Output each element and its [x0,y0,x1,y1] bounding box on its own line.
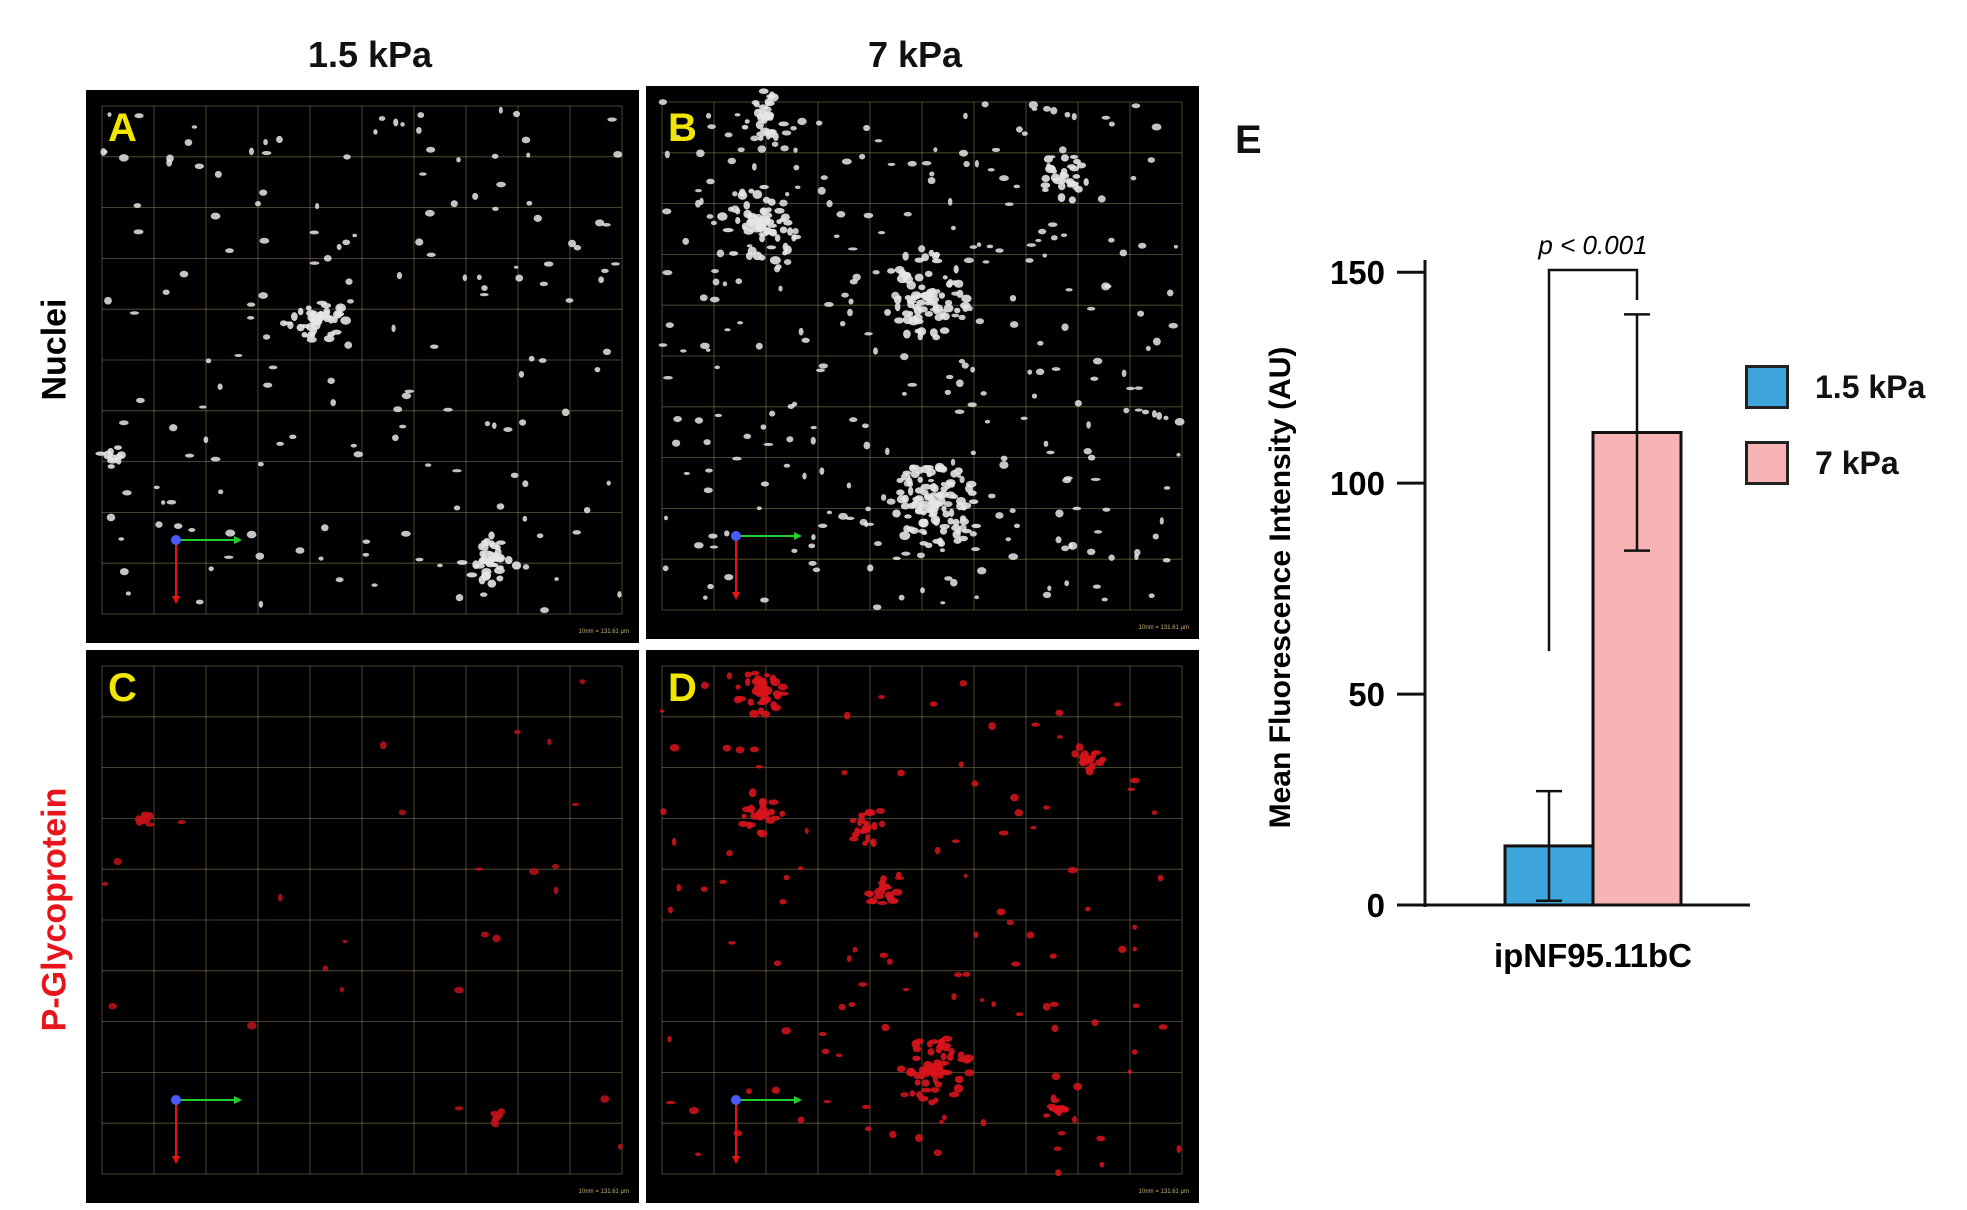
legend-swatch-1-5kpa [1745,365,1789,409]
panel-c-pgp-1-5kpa: C 10nm = 131.61 µm [86,650,639,1203]
legend-item-7kpa: 7 kPa [1745,441,1925,485]
grid-lines [101,105,623,615]
p-value-annotation: p < 0.001 [1537,230,1647,260]
cells [102,679,623,1150]
panel-b-nuclei-7kpa: B 10nm = 131.61 µm [646,86,1199,639]
axis-orientation-icon [171,535,242,604]
column-label-right: 7 kPa [867,34,963,75]
axis-orientation-icon [171,1095,242,1164]
panel-a-nuclei-1-5kpa: A 10nm = 131.61 µm [86,90,639,643]
y-tick-label-1: 50 [1348,676,1385,713]
bar-chart: 0 50 100 150 Mean Fluorescence Intensity (AU… [1264,230,1750,974]
microscopy-image-b [658,88,1185,611]
y-tick-label-3: 150 [1330,254,1385,291]
axis-orientation-icon [731,531,802,600]
panel-letter-e: E [1235,118,1262,162]
cells [95,106,623,614]
scale-bar-text-a: 10nm = 131.61 µm [578,629,629,635]
grid-lines [101,665,623,1175]
cells [659,670,1182,1177]
legend-swatch-7kpa [1745,441,1789,485]
scale-bar-text-c: 10nm = 131.61 µm [578,1189,629,1195]
cells [658,88,1185,611]
microscopy-image-c [101,665,623,1175]
y-axis-label: Mean Fluorescence Intensity (AU) [1264,347,1297,829]
legend-item-1-5kpa: 1.5 kPa [1745,365,1925,409]
scale-bar-text-b: 10nm = 131.61 µm [1138,625,1189,631]
axis-orientation-icon [731,1095,802,1164]
row-label-nuclei: Nuclei [35,298,74,401]
panel-letter-c: C [108,666,137,710]
y-tick-label-2: 100 [1330,465,1385,502]
microscopy-image-a [95,105,623,615]
legend-label-1-5kpa: 1.5 kPa [1815,368,1926,405]
panel-letter-a: A [108,106,137,150]
grid-lines [661,101,1183,611]
chart-legend: 1.5 kPa 7 kPa [1745,365,1925,517]
legend-label-7kpa: 7 kPa [1815,444,1899,481]
y-tick-label-0: 0 [1367,887,1385,924]
column-label-left: 1.5 kPa [307,34,433,75]
panel-d-pgp-7kpa: D 10nm = 131.61 µm [646,650,1199,1203]
panel-letter-d: D [668,666,697,710]
scale-bar-text-d: 10nm = 131.61 µm [1138,1189,1189,1195]
significance-bracket [1547,268,1639,652]
x-category-label: ipNF95.11bC [1494,937,1692,974]
microscopy-image-d [659,665,1183,1177]
row-label-p-glycoprotein: P-Glycoprotein [35,787,74,1032]
panel-letter-b: B [668,106,697,150]
